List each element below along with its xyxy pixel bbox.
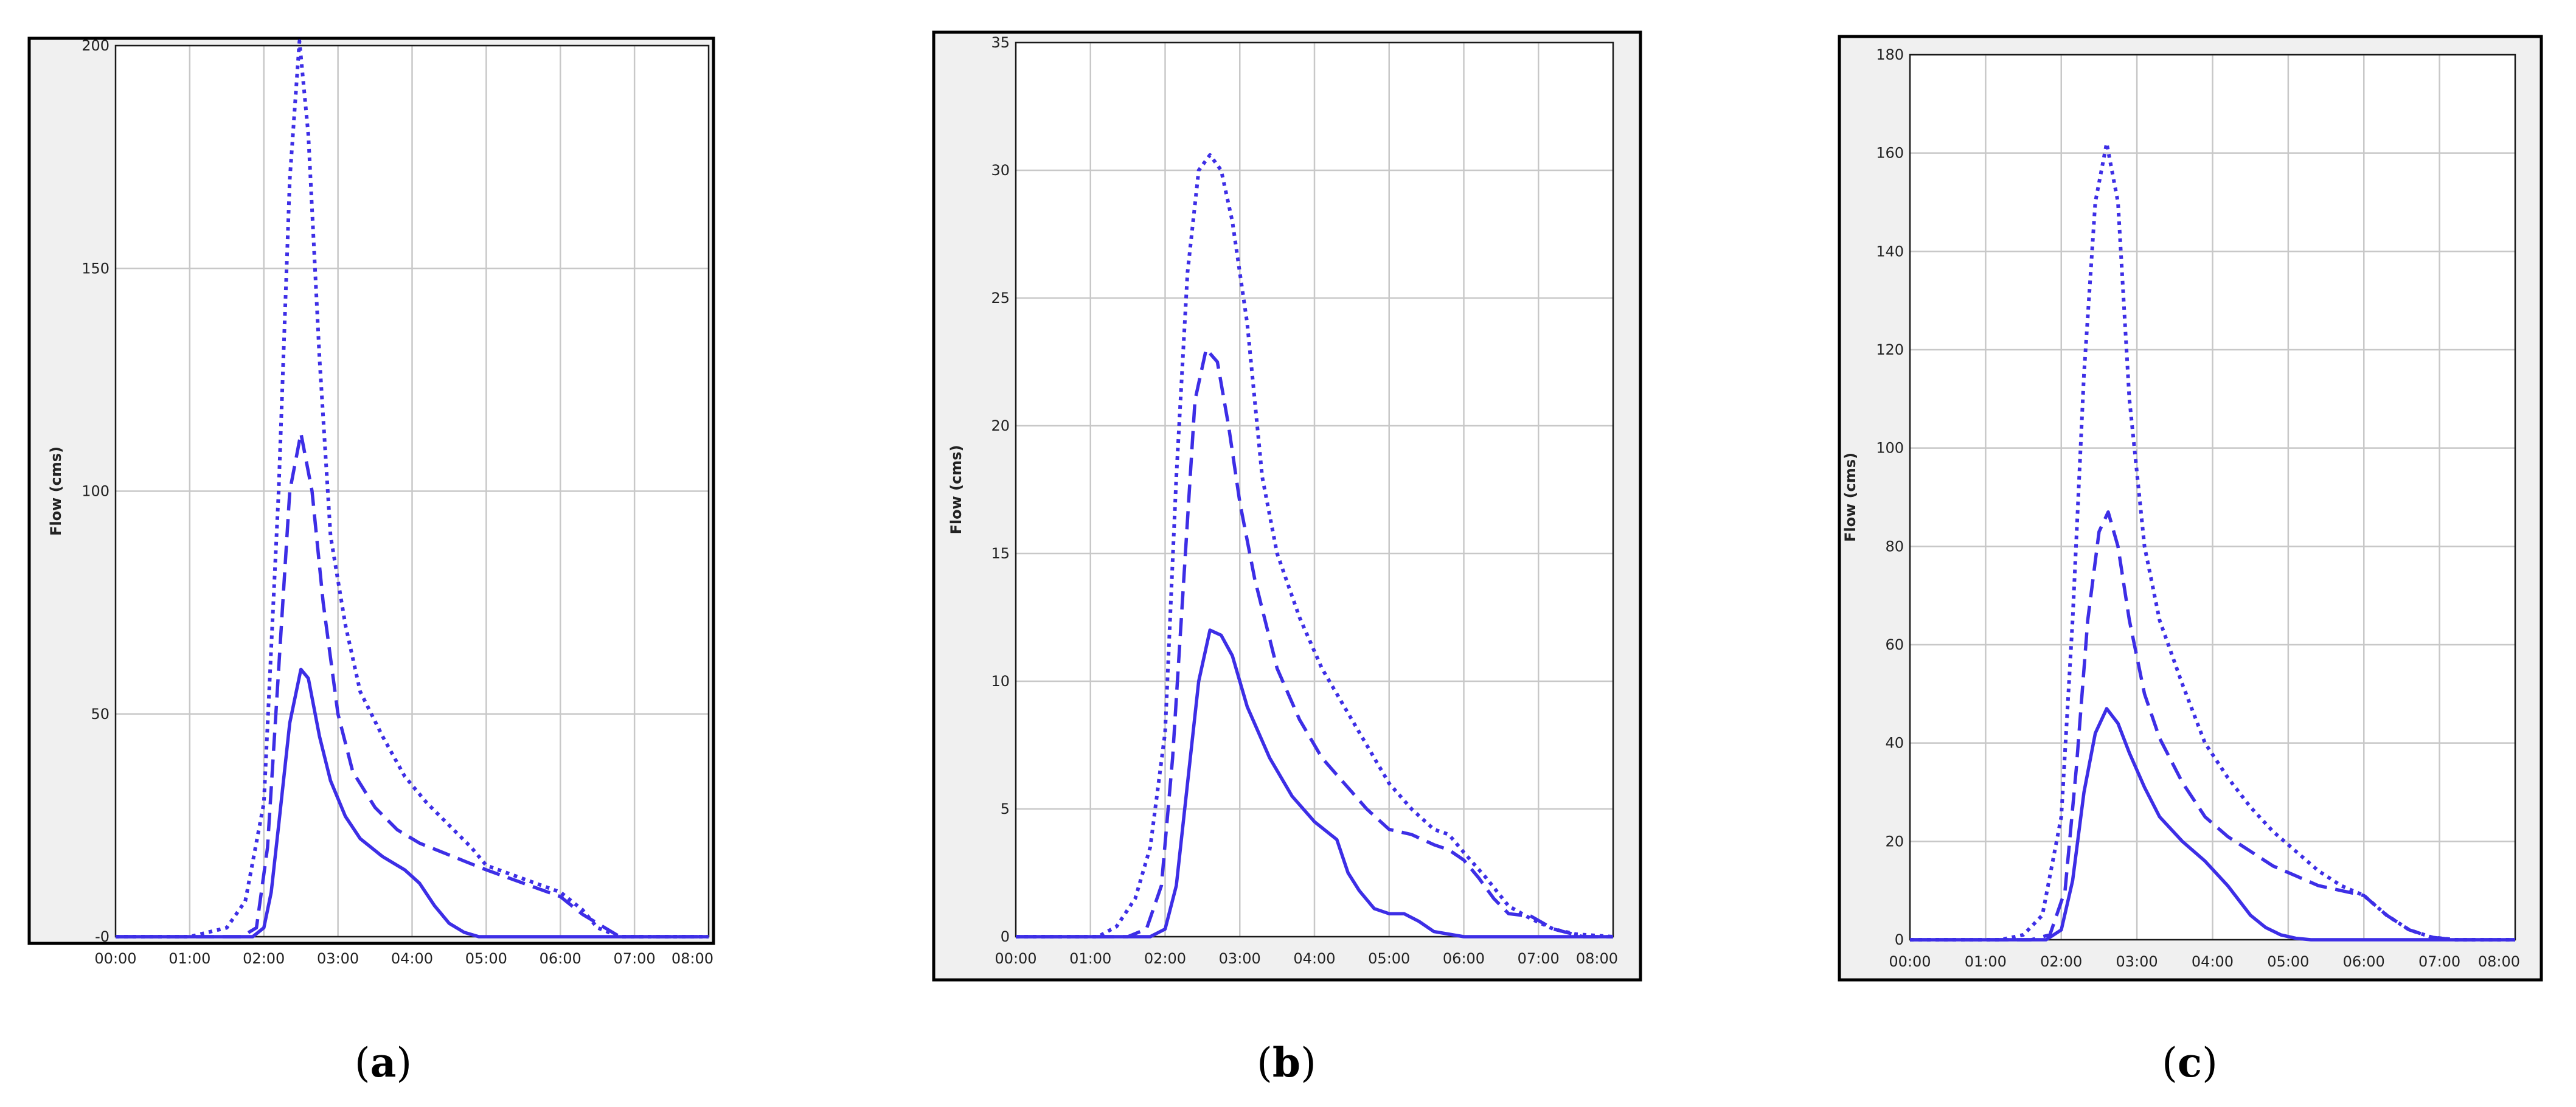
y-axis-label: Flow (cms) xyxy=(1842,453,1859,542)
panel-label: (c) xyxy=(2162,1039,2218,1086)
x-tick-label: 04:00 xyxy=(1293,950,1335,967)
x-tick-label: 08:00 xyxy=(2478,953,2520,970)
y-tick-label: 50 xyxy=(91,706,109,723)
y-tick-label: 25 xyxy=(991,290,1010,307)
y-tick-label: 120 xyxy=(1876,341,1904,358)
y-tick-label: 140 xyxy=(1876,243,1904,260)
x-tick-label: 03:00 xyxy=(317,950,359,967)
y-tick-label: 0 xyxy=(1001,928,1010,945)
y-tick-label: 80 xyxy=(1885,538,1904,555)
x-tick-label: 07:00 xyxy=(2418,953,2460,970)
plot-border xyxy=(1909,54,2516,941)
plot-border xyxy=(1015,41,1614,938)
plot-border xyxy=(114,44,710,938)
x-tick-label: 00:00 xyxy=(995,950,1036,967)
series-line-solid xyxy=(1910,707,2515,942)
series-line-solid xyxy=(116,667,709,939)
x-tick-label: 00:00 xyxy=(94,950,136,967)
x-tick-label: 01:00 xyxy=(168,950,210,967)
x-tick-label: 08:00 xyxy=(1576,950,1618,967)
y-axis-label: Flow (cms) xyxy=(948,445,965,534)
panel-label: (a) xyxy=(355,1039,412,1086)
series-line-solid xyxy=(1016,628,1613,939)
series-line-dashed xyxy=(116,431,709,939)
x-tick-label: 01:00 xyxy=(1069,950,1111,967)
x-tick-label: 03:00 xyxy=(1219,950,1261,967)
x-tick-label: 01:00 xyxy=(1965,953,2007,970)
x-tick-label: 05:00 xyxy=(2267,953,2309,970)
y-tick-label: 180 xyxy=(1876,46,1904,63)
x-tick-label: 02:00 xyxy=(243,950,285,967)
chart-panel-b: 00:00 01:00 02:00 03:00 04:00 05:00 06:00 07:00… xyxy=(932,30,1642,1086)
x-tick-label: 02:00 xyxy=(1144,950,1186,967)
y-tick-label: 5 xyxy=(1001,800,1010,817)
x-tick-label: 05:00 xyxy=(465,950,507,967)
series-line-dotted xyxy=(116,39,709,939)
y-tick-label: 200 xyxy=(82,37,109,54)
y-tick-label: 35 xyxy=(991,34,1010,51)
series-line-dashed xyxy=(1016,347,1613,939)
y-tick-label: 40 xyxy=(1885,735,1904,752)
x-tick-label: 07:00 xyxy=(1518,950,1560,967)
x-tick-label: 04:00 xyxy=(2192,953,2234,970)
y-tick-label: 0 xyxy=(1895,931,1904,948)
x-tick-label: 03:00 xyxy=(2116,953,2158,970)
y-tick-label: 20 xyxy=(991,417,1010,434)
y-axis-label: Flow (cms) xyxy=(47,446,64,536)
chart-panel-a: 00:00 01:00 02:00 03:00 04:00 05:00 06:00 07:00… xyxy=(27,36,715,1086)
y-tick-label: -0 xyxy=(95,928,109,945)
y-tick-label: 20 xyxy=(1885,833,1904,850)
x-tick-label: 08:00 xyxy=(672,950,713,967)
x-tick-label: 06:00 xyxy=(2343,953,2385,970)
x-tick-label: 05:00 xyxy=(1368,950,1410,967)
x-tick-label: 04:00 xyxy=(391,950,433,967)
y-tick-label: 160 xyxy=(1876,145,1904,162)
y-tick-label: 15 xyxy=(991,545,1010,562)
x-tick-label: 00:00 xyxy=(1889,953,1931,970)
x-tick-label: 06:00 xyxy=(540,950,582,967)
y-tick-label: 10 xyxy=(991,673,1010,690)
x-tick-label: 06:00 xyxy=(1443,950,1485,967)
y-tick-label: 30 xyxy=(991,162,1010,179)
y-tick-label: 100 xyxy=(82,483,109,500)
x-tick-label: 07:00 xyxy=(614,950,656,967)
y-tick-label: 100 xyxy=(1876,440,1904,457)
y-tick-label: 150 xyxy=(82,260,109,277)
y-tick-label: 60 xyxy=(1885,636,1904,653)
series-line-dotted xyxy=(1910,141,2515,942)
series-line-dashed xyxy=(1910,510,2515,942)
series-line-dotted xyxy=(1016,153,1614,939)
chart-panel-c: 00:00 01:00 02:00 03:00 04:00 05:00 06:00 07:00… xyxy=(1838,35,2543,1086)
panel-label: (b) xyxy=(1257,1039,1316,1086)
x-tick-label: 02:00 xyxy=(2040,953,2082,970)
